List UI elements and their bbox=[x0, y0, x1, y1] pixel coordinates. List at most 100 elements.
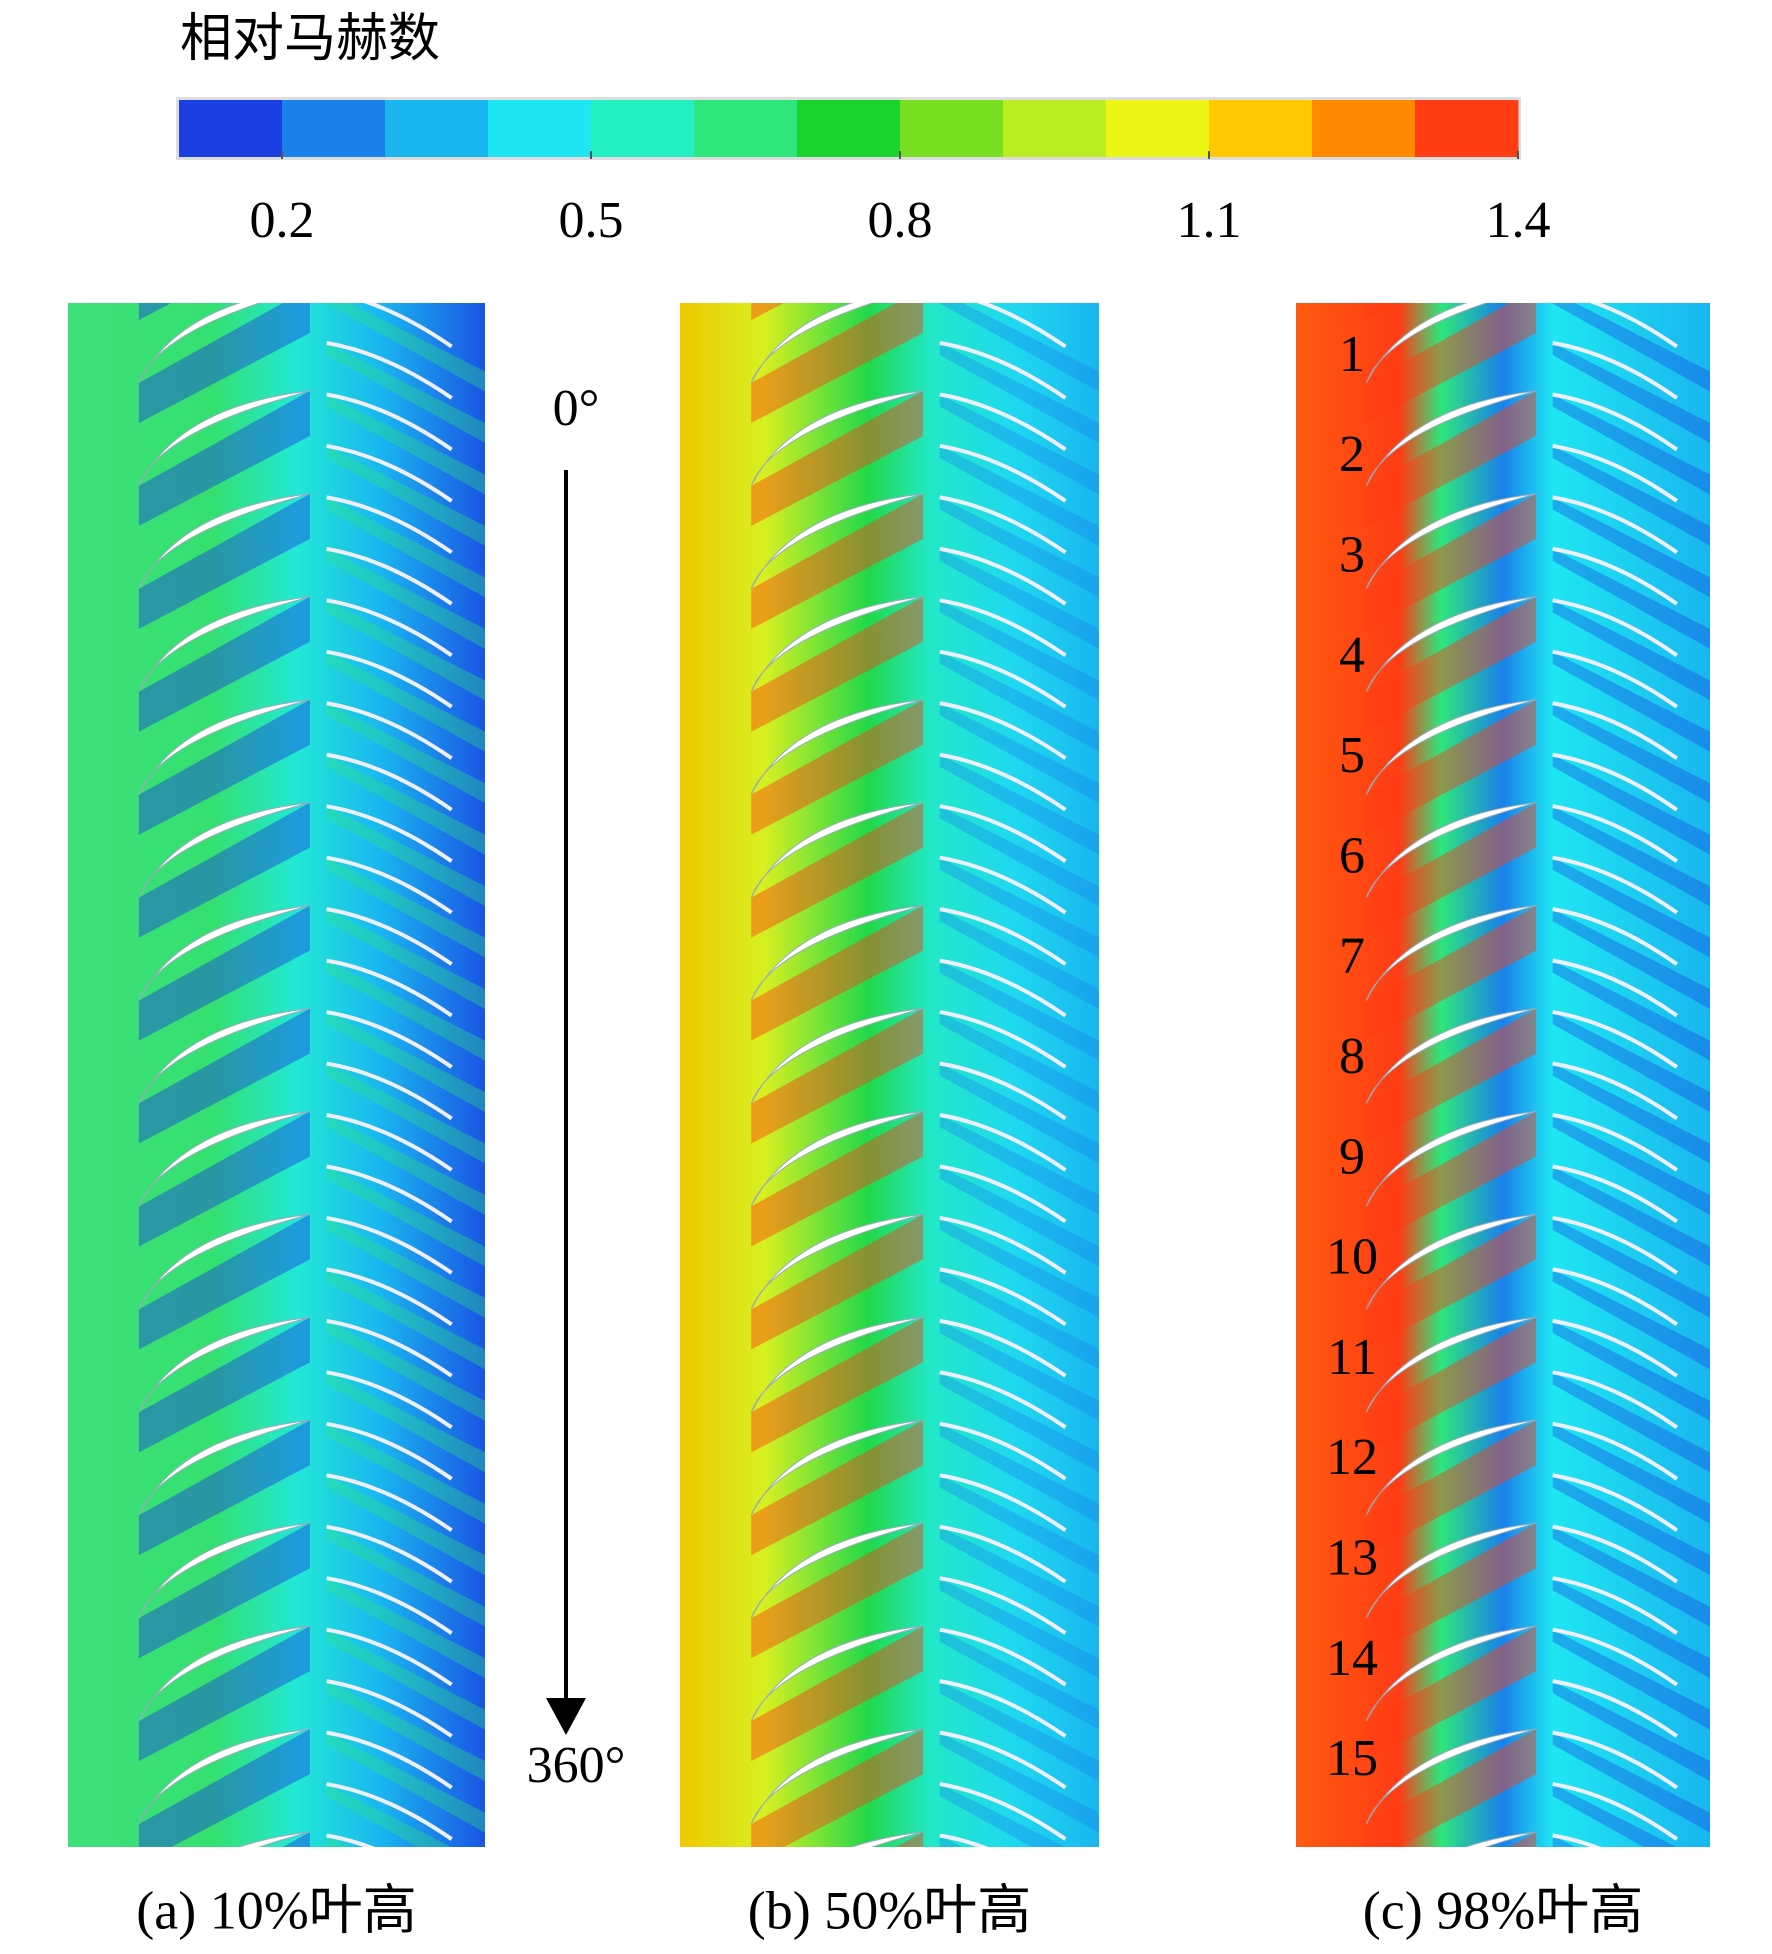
stator-vane bbox=[939, 1318, 1067, 1378]
rotor-blade bbox=[750, 699, 924, 795]
stator-vane bbox=[939, 1627, 1067, 1687]
stator-vane bbox=[1552, 752, 1679, 812]
stator-wake bbox=[326, 1320, 485, 1421]
wake-band bbox=[138, 390, 310, 526]
stator-vane bbox=[1552, 1061, 1679, 1121]
stator-vane bbox=[326, 1524, 453, 1584]
start-angle: 0° bbox=[553, 380, 600, 437]
stator-vane bbox=[326, 341, 453, 400]
arrow-head bbox=[546, 1698, 586, 1735]
stator-vane bbox=[326, 649, 453, 709]
stator-vane bbox=[326, 1576, 453, 1635]
wake-band bbox=[1366, 699, 1537, 835]
stator-vane bbox=[326, 804, 453, 863]
stator-wake bbox=[1552, 1681, 1710, 1782]
stator-vane bbox=[1552, 443, 1679, 503]
colorbar-level bbox=[1312, 100, 1416, 157]
wake-band bbox=[1366, 905, 1537, 1041]
rotor-blade bbox=[1365, 1625, 1537, 1722]
rotor-blade bbox=[138, 303, 262, 384]
colorbar-level bbox=[1003, 100, 1107, 157]
stator-wake bbox=[326, 1166, 485, 1267]
stator-vane bbox=[1552, 1215, 1679, 1275]
panel-label: (b) 50%叶高 bbox=[748, 1880, 1031, 1940]
colorbar-tick-label: 0.2 bbox=[250, 192, 315, 249]
stator-wake bbox=[1552, 1526, 1710, 1627]
stator-wake bbox=[939, 343, 1099, 443]
colorbar-level bbox=[900, 100, 1004, 157]
rotor-blade bbox=[750, 1213, 924, 1310]
wake-band bbox=[1366, 1214, 1537, 1350]
rotor-blade bbox=[1365, 493, 1537, 590]
stator-vane bbox=[326, 1370, 453, 1429]
stator-wake bbox=[939, 1269, 1099, 1370]
stator-wake bbox=[939, 1063, 1099, 1164]
wake-band bbox=[751, 390, 924, 526]
stator-vane bbox=[939, 649, 1067, 709]
stator-wake bbox=[1552, 1629, 1710, 1730]
wake-band bbox=[138, 699, 310, 835]
rotor-blade bbox=[1365, 1110, 1537, 1207]
stator-wake bbox=[1552, 1115, 1710, 1215]
stator-wake bbox=[1552, 806, 1710, 907]
rotor-blade bbox=[750, 905, 924, 1001]
wake-band bbox=[138, 1008, 310, 1144]
stator-wake bbox=[939, 1681, 1099, 1782]
colorbar-level bbox=[1415, 100, 1519, 157]
stator-vane bbox=[326, 1730, 453, 1790]
wake-band bbox=[1366, 596, 1537, 732]
wake-band bbox=[751, 1317, 924, 1453]
stator-wake bbox=[939, 1629, 1099, 1730]
blade-number: 14 bbox=[1326, 1630, 1378, 1687]
colorbar-level bbox=[1209, 100, 1313, 157]
stator-wake bbox=[326, 1526, 485, 1627]
blade-number: 5 bbox=[1339, 727, 1365, 784]
rotor-blade bbox=[138, 1213, 310, 1310]
wake-band bbox=[138, 802, 310, 938]
stator-wake bbox=[939, 1372, 1099, 1473]
stator-wake bbox=[939, 651, 1099, 752]
stator-vane bbox=[1552, 1782, 1679, 1841]
stator-wake bbox=[939, 1423, 1099, 1524]
panel-label: (c) 98%叶高 bbox=[1363, 1880, 1643, 1940]
blade-number: 12 bbox=[1326, 1429, 1378, 1486]
rotor-blade bbox=[138, 905, 310, 1001]
stator-wake bbox=[1552, 754, 1710, 855]
stator-vane bbox=[326, 392, 453, 452]
wake-band bbox=[1366, 802, 1537, 938]
wake-band bbox=[751, 493, 924, 629]
wake-band bbox=[138, 1317, 310, 1453]
rotor-blade bbox=[138, 390, 310, 487]
stator-wake bbox=[326, 1217, 485, 1318]
stator-vane bbox=[939, 1215, 1067, 1275]
stator-vane bbox=[326, 1318, 453, 1378]
rotor-blade bbox=[138, 802, 310, 898]
rotor-blade bbox=[1365, 1522, 1537, 1619]
stator-vane bbox=[1552, 701, 1679, 760]
rotor-blade bbox=[750, 1522, 924, 1619]
stator-wake bbox=[1552, 1012, 1710, 1113]
stator-vane bbox=[326, 1627, 453, 1687]
stator-wake bbox=[939, 497, 1099, 598]
stator-vane bbox=[939, 1370, 1067, 1429]
blade-number: 10 bbox=[1326, 1229, 1378, 1286]
blade-number: 6 bbox=[1339, 827, 1365, 884]
stator-wake bbox=[939, 857, 1099, 958]
stator-vane bbox=[939, 1833, 989, 1847]
blade-number: 9 bbox=[1339, 1128, 1365, 1185]
stator-wake bbox=[326, 1835, 350, 1847]
contour-field bbox=[1296, 303, 1710, 1847]
colorbar-level bbox=[694, 100, 798, 157]
stator-wake bbox=[939, 806, 1099, 907]
stator-vane bbox=[326, 443, 453, 503]
stator-vane bbox=[326, 1215, 453, 1275]
wake-band bbox=[751, 1214, 924, 1350]
stator-vane bbox=[326, 1833, 376, 1847]
stator-vane bbox=[939, 1113, 1067, 1172]
stator-wake bbox=[326, 960, 485, 1061]
colorbar-level bbox=[1106, 100, 1210, 157]
stator-vane bbox=[1552, 1473, 1679, 1532]
rotor-blade bbox=[138, 1522, 310, 1619]
stator-vane bbox=[939, 598, 1067, 657]
